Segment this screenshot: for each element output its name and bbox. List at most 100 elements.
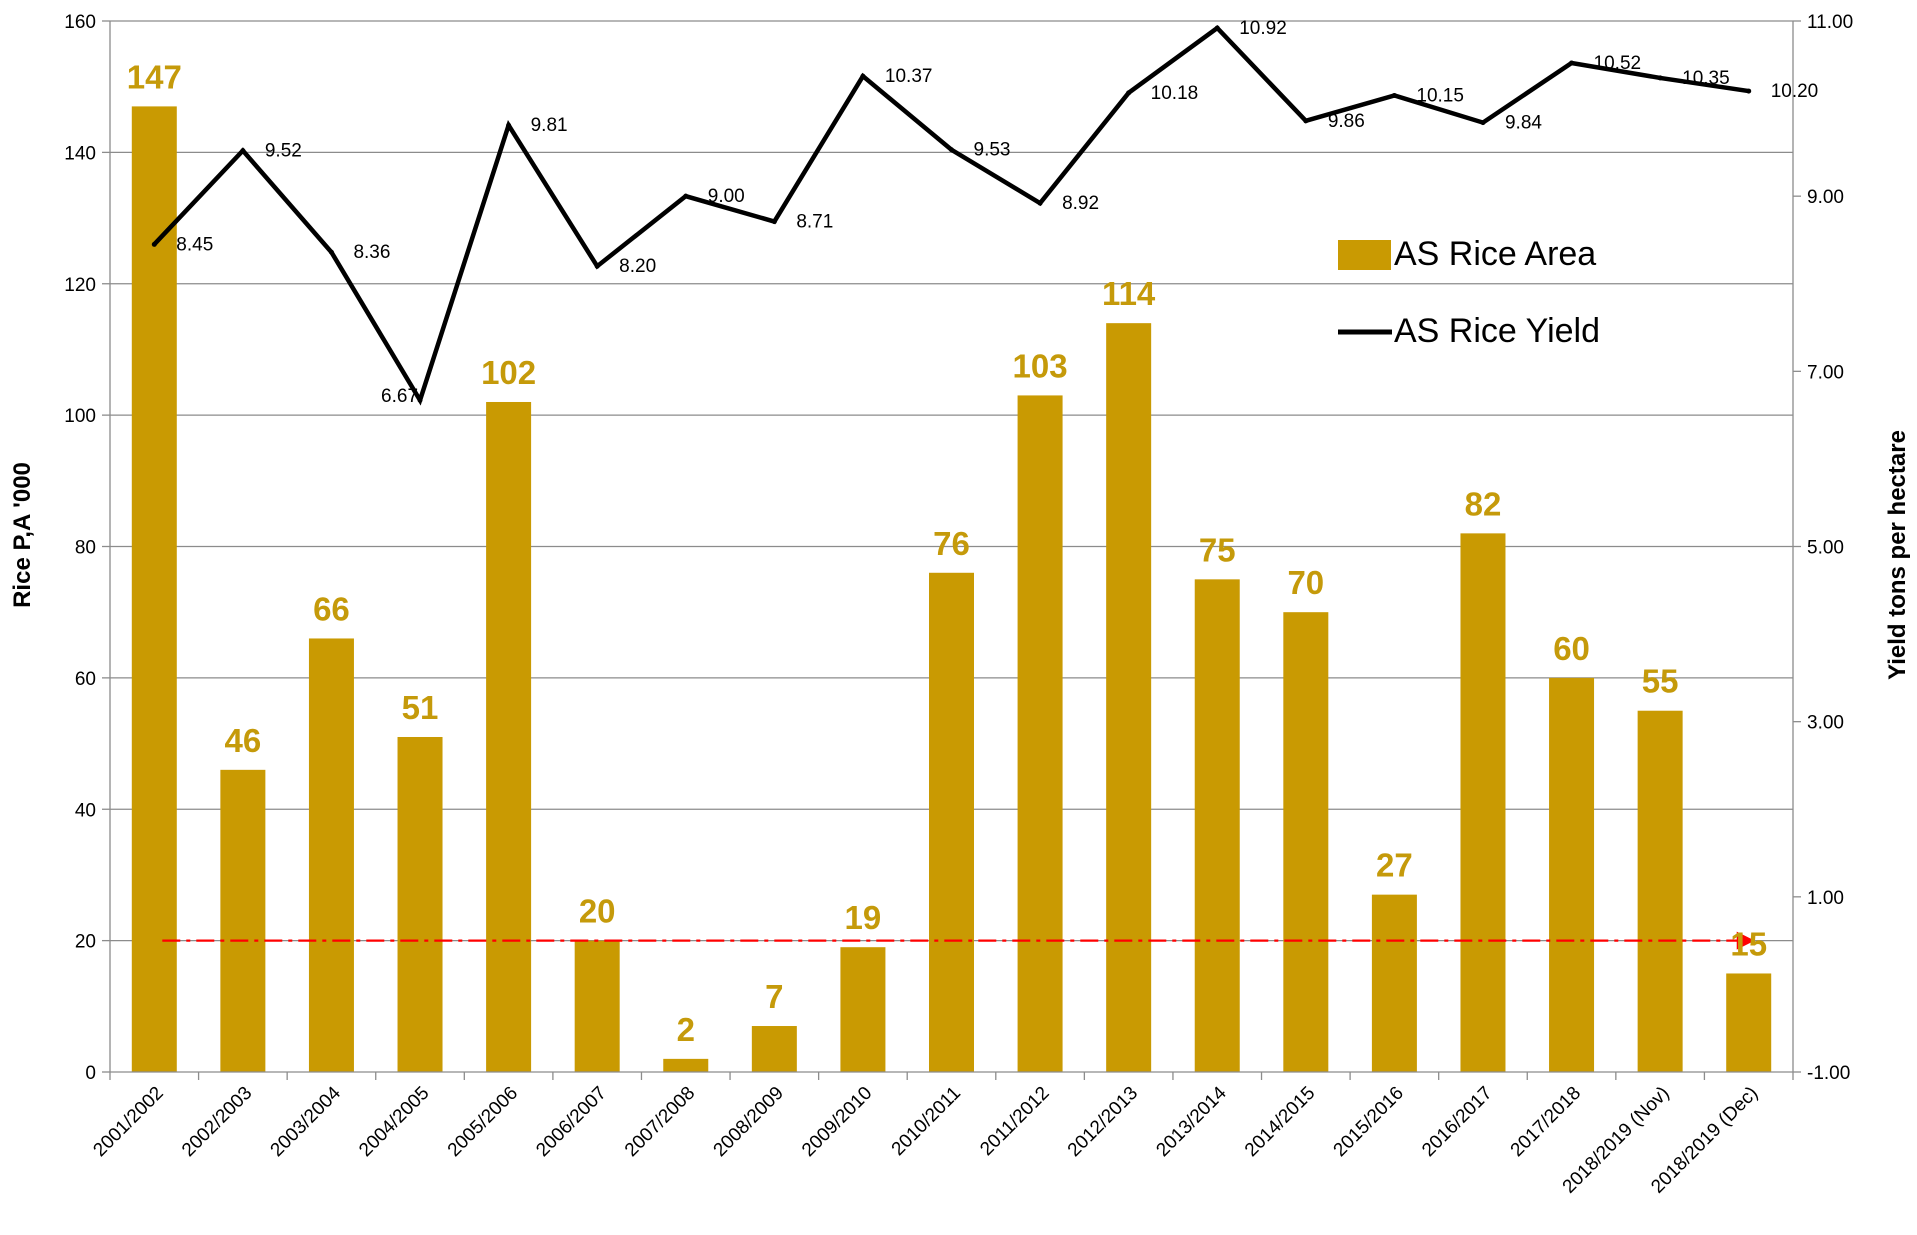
yield-data-label: 9.84 [1505, 113, 1542, 134]
y-tick-label: 140 [64, 143, 96, 164]
x-tick-label: 2009/2010 [798, 1083, 876, 1161]
yield-data-label: 6.67 [381, 386, 418, 407]
yield-point [506, 122, 512, 128]
yield-point [1214, 25, 1220, 31]
yield-point [151, 241, 157, 247]
reference-line [162, 931, 1755, 950]
yield-point [328, 249, 334, 255]
y2-axis-title: Yield tons per hectare [1884, 430, 1911, 680]
bar-data-label: 70 [1287, 564, 1324, 601]
y2-tick-label: 11.00 [1807, 12, 1853, 33]
bar-data-label: 20 [579, 893, 616, 930]
bar-data-label: 76 [933, 525, 970, 562]
bar [397, 736, 443, 1072]
y-axis-title: Rice P,A '000 [9, 462, 36, 608]
legend-label-area: AS Rice Area [1394, 235, 1596, 273]
legend-label-yield: AS Rice Yield [1394, 312, 1600, 350]
bar [1283, 612, 1329, 1072]
yield-point [1126, 90, 1132, 96]
yield-data-label: 10.52 [1594, 53, 1642, 74]
x-tick-label: 2002/2003 [178, 1083, 256, 1161]
yield-data-label: 10.20 [1771, 81, 1819, 102]
bar-data-label: 2 [677, 1011, 695, 1048]
yield-data-label: 9.86 [1328, 111, 1365, 132]
x-tick-label: 2017/2018 [1507, 1083, 1585, 1161]
yield-point [1746, 88, 1752, 94]
yield-point [860, 73, 866, 79]
y2-tick-label: 9.00 [1807, 187, 1844, 208]
yield-data-label: 10.92 [1239, 18, 1287, 39]
yield-point [1480, 120, 1486, 126]
yield-data-label: 10.35 [1682, 68, 1730, 89]
bar [1371, 894, 1417, 1072]
yield-data-label: 8.92 [1062, 193, 1099, 214]
y-tick-label: 160 [64, 12, 96, 33]
yield-data-label: 10.37 [885, 66, 933, 87]
bar [220, 769, 266, 1072]
y-tick-label: 100 [64, 406, 96, 427]
yield-point [771, 219, 777, 225]
bar [751, 1026, 797, 1072]
x-tick-label: 2016/2017 [1418, 1083, 1496, 1161]
y-tick-label: 60 [75, 669, 96, 690]
bar-data-label: 103 [1013, 347, 1068, 384]
x-tick-label: 2006/2007 [532, 1083, 610, 1161]
bar-data-label: 27 [1376, 847, 1413, 884]
bar [308, 638, 354, 1072]
yield-point [240, 148, 246, 154]
x-tick-label: 2013/2014 [1152, 1082, 1231, 1161]
bar [1460, 533, 1506, 1072]
y2-tick-label: 7.00 [1807, 362, 1844, 383]
yield-data-label: 8.36 [353, 242, 390, 263]
bar-data-label: 60 [1553, 630, 1590, 667]
yield-point [1037, 200, 1043, 206]
bar-data-label: 82 [1465, 485, 1502, 522]
x-tick-label: 2008/2009 [710, 1083, 788, 1161]
bar [1549, 677, 1595, 1072]
y2-tick-label: 3.00 [1807, 713, 1844, 734]
bar [1194, 579, 1240, 1072]
bar [1637, 710, 1683, 1072]
x-tick-label: 2014/2015 [1241, 1083, 1319, 1161]
bar [1726, 973, 1772, 1072]
bar-data-label: 147 [127, 58, 182, 95]
yield-point [1569, 60, 1575, 66]
yield-data-label: 8.45 [176, 234, 213, 255]
bar-data-label: 51 [402, 689, 439, 726]
legend: AS Rice Area AS Rice Yield [1338, 235, 1600, 350]
yield-point [1657, 75, 1663, 81]
yield-point [417, 397, 423, 403]
bar [663, 1058, 709, 1072]
yield-data-label: 9.00 [708, 186, 745, 207]
bar-data-label: 7 [765, 978, 783, 1015]
yield-point [1303, 118, 1309, 124]
x-tick-label: 2004/2005 [355, 1083, 433, 1161]
yield-point [594, 263, 600, 269]
y-tick-label: 120 [64, 275, 96, 296]
y-tick-label: 40 [75, 800, 96, 821]
yield-point [949, 147, 954, 153]
y2-tick-label: 5.00 [1807, 538, 1844, 559]
bar-data-label: 114 [1102, 275, 1156, 312]
bar-data-label: 75 [1199, 531, 1236, 568]
bar [574, 940, 620, 1072]
yield-point [683, 193, 689, 199]
bar [1106, 323, 1152, 1073]
x-tick-label: 2007/2008 [621, 1083, 699, 1161]
y-tick-label: 0 [85, 1063, 96, 1084]
yield-data-label: 8.20 [619, 256, 656, 277]
bar-data-label: 19 [845, 899, 882, 936]
y-tick-label: 20 [75, 932, 96, 953]
bar [486, 401, 532, 1072]
x-tick-label: 2010/2011 [888, 1083, 965, 1160]
yield-data-label: 10.18 [1151, 83, 1199, 104]
bar-data-label: 15 [1730, 925, 1767, 962]
yield-data-label: 9.52 [265, 141, 302, 162]
data-labels: 1474666511022027197610311475702782605515… [127, 18, 1818, 1048]
bar [929, 572, 974, 1072]
x-tick-label: 2011/2012 [976, 1083, 1053, 1160]
bar-data-label: 46 [225, 722, 262, 759]
yield-data-label: 9.81 [531, 115, 568, 136]
y2-tick-label: 1.00 [1807, 888, 1844, 909]
